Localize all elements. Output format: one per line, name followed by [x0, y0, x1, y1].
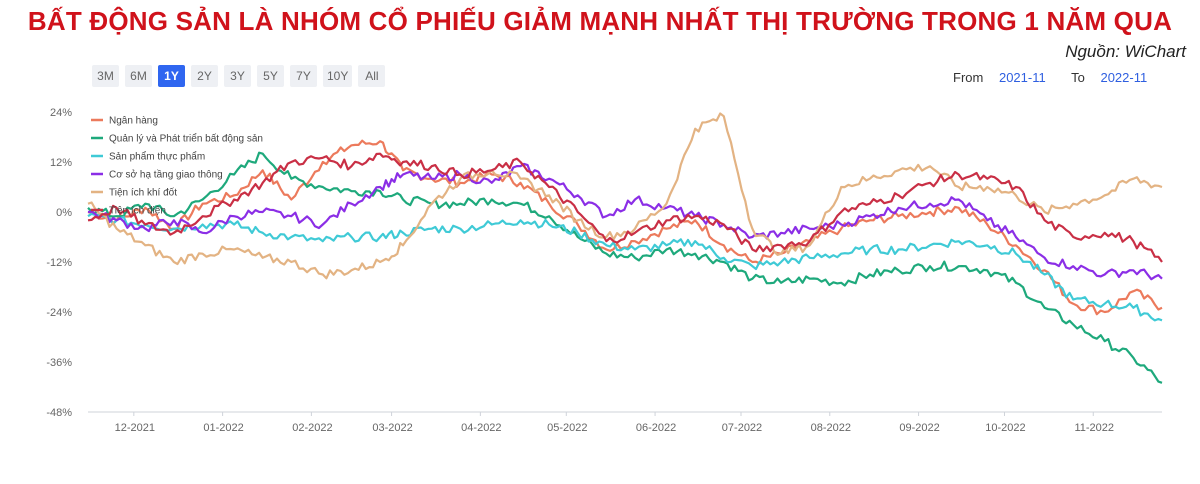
x-tick-label: 10-2022: [985, 422, 1025, 434]
x-tick-label: 04-2022: [461, 422, 501, 434]
x-tick-label: 06-2022: [636, 422, 676, 434]
range-button-3m[interactable]: 3M: [92, 65, 119, 87]
range-button-6m[interactable]: 6M: [125, 65, 152, 87]
x-tick-label: 01-2022: [203, 422, 243, 434]
legend-label: Quản lý và Phát triển bất động sản: [109, 133, 263, 145]
y-tick-label: 0%: [56, 207, 72, 219]
source-note: Nguồn: WiChart: [1065, 42, 1186, 61]
legend-label: Cơ sở hạ tầng giao thông: [109, 169, 223, 181]
range-button-1y[interactable]: 1Y: [158, 65, 185, 87]
series-line-6: [87, 152, 1163, 263]
to-date-value[interactable]: 2022-11: [1100, 70, 1148, 85]
series-line-3: [87, 212, 1163, 322]
series-line-4: [87, 162, 1163, 281]
legend-label: Tiện ích điện: [109, 206, 166, 217]
page-title: BẤT ĐỘNG SẢN LÀ NHÓM CỔ PHIẾU GIẢM MẠNH …: [27, 6, 1173, 36]
x-tick-label: 02-2022: [292, 422, 332, 434]
range-button-10y[interactable]: 10Y: [323, 65, 353, 87]
x-tick-label: 09-2022: [899, 422, 939, 434]
range-button-all[interactable]: All: [358, 65, 386, 87]
y-tick-label: 24%: [50, 107, 72, 119]
range-button-7y[interactable]: 7Y: [290, 65, 317, 87]
y-tick-label: 12%: [50, 157, 72, 169]
range-selector: 3M 6M 1Y 2Y 3Y 5Y 7Y 10Y All: [92, 65, 386, 87]
y-tick-label: -24%: [46, 307, 72, 319]
x-tick-label: 12-2021: [115, 422, 155, 434]
range-button-5y[interactable]: 5Y: [257, 65, 284, 87]
to-label: To: [1071, 70, 1085, 85]
line-chart: 24% 12% 0% -12% -24% -36% -48% 12-2021 01-2022 02…: [46, 107, 1163, 434]
x-tick-label: 07-2022: [722, 422, 762, 434]
y-tick-label: -12%: [46, 257, 72, 269]
legend-label: Tiện ích khí đốt: [109, 187, 177, 199]
legend-label: Sản phẩm thực phẩm: [109, 151, 205, 163]
from-date-value[interactable]: 2021-11: [998, 70, 1046, 85]
y-tick-label: -36%: [46, 357, 72, 369]
y-tick-label: -48%: [46, 407, 72, 419]
series-line-1: [87, 139, 1163, 316]
series-line-2: [87, 151, 1163, 384]
legend-label: Ngân hàng: [109, 116, 158, 127]
x-tick-label: 11-2022: [1074, 422, 1114, 434]
period-display: From 2021-11 To 2022-11: [953, 70, 1169, 85]
from-label: From: [953, 70, 984, 85]
range-button-2y[interactable]: 2Y: [191, 65, 218, 87]
range-button-3y[interactable]: 3Y: [224, 65, 251, 87]
x-tick-label: 08-2022: [811, 422, 851, 434]
x-tick-label: 03-2022: [372, 422, 412, 434]
x-tick-label: 05-2022: [547, 422, 587, 434]
series-line-5: [87, 112, 1163, 280]
